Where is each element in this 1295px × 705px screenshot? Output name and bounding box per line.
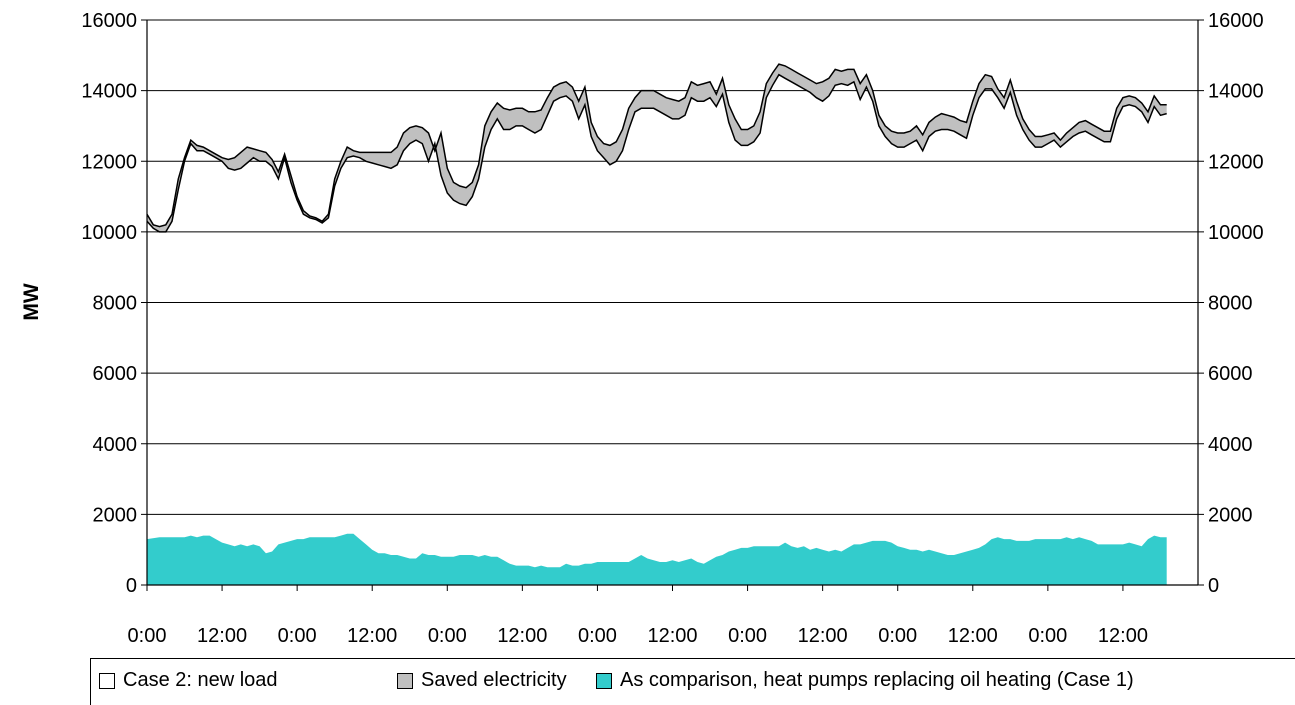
y-tick-label: 8000 (93, 293, 138, 315)
chart-legend: Case 2: new load Saved electricity As co… (90, 658, 1295, 705)
y2-tick-label: 6000 (1208, 363, 1253, 385)
x-tick-label: 0:00 (128, 625, 167, 647)
chart-axes (141, 19, 1204, 591)
legend-label-saved-electricity: Saved electricity (421, 669, 567, 691)
heat-pumps-area (147, 533, 1167, 585)
x-tick-label: 12:00 (197, 625, 247, 647)
y-tick-label: 16000 (81, 10, 137, 32)
x-tick-label: 12:00 (347, 625, 397, 647)
saved-electricity-band (147, 64, 1167, 232)
legend-item-heat-pumps: As comparison, heat pumps replacing oil … (596, 669, 1134, 692)
y-axis-title: MW (20, 283, 43, 320)
x-tick-label: 0:00 (578, 625, 617, 647)
y-tick-label: 12000 (81, 151, 137, 173)
legend-swatch-saved-electricity (397, 672, 413, 689)
y2-tick-label: 12000 (1208, 151, 1264, 173)
legend-item-saved-electricity: Saved electricity (397, 669, 567, 692)
x-tick-label: 12:00 (948, 625, 998, 647)
y2-tick-label: 10000 (1208, 222, 1264, 244)
x-tick-label: 0:00 (728, 625, 767, 647)
x-tick-label: 0:00 (428, 625, 467, 647)
y2-tick-label: 8000 (1208, 293, 1253, 315)
x-tick-label: 0:00 (278, 625, 317, 647)
y-tick-label: 10000 (81, 222, 137, 244)
y2-tick-label: 16000 (1208, 10, 1264, 32)
y2-tick-label: 4000 (1208, 434, 1253, 456)
chart-series (146, 63, 1167, 585)
y2-tick-label: 14000 (1208, 81, 1264, 103)
x-tick-label: 12:00 (798, 625, 848, 647)
legend-label-new-load: Case 2: new load (123, 669, 278, 691)
x-tick-label: 12:00 (1098, 625, 1148, 647)
x-tick-label: 0:00 (1028, 625, 1067, 647)
y-tick-label: 6000 (93, 363, 138, 385)
y-tick-label: 0 (126, 575, 137, 597)
y-axis-left-ticks: 0 2000 4000 6000 8000 10000 12000 14000 16000 (81, 10, 137, 597)
gridlines (147, 19, 1198, 515)
x-axis-ticks: 0:00 12:00 0:00 12:00 0:00 12:00 0:00 12:00 0:00… (128, 625, 1148, 647)
y-axis-right-ticks: 0 2000 4000 6000 8000 10000 12000 14000 16000 (1208, 10, 1264, 597)
y2-tick-label: 0 (1208, 575, 1219, 597)
x-tick-label: 12:00 (497, 625, 547, 647)
saved-electricity-line (146, 63, 1167, 228)
y-tick-label: 2000 (93, 504, 138, 526)
new-load-line (146, 73, 1167, 233)
legend-item-new-load: Case 2: new load (99, 669, 278, 692)
legend-label-heat-pumps: As comparison, heat pumps replacing oil … (620, 669, 1134, 691)
y2-tick-label: 2000 (1208, 504, 1253, 526)
legend-swatch-new-load (99, 672, 115, 689)
legend-swatch-heat-pumps (596, 672, 612, 689)
y-tick-label: 4000 (93, 434, 138, 456)
x-tick-label: 0:00 (878, 625, 917, 647)
x-tick-label: 12:00 (647, 625, 697, 647)
y-tick-label: 14000 (81, 81, 137, 103)
